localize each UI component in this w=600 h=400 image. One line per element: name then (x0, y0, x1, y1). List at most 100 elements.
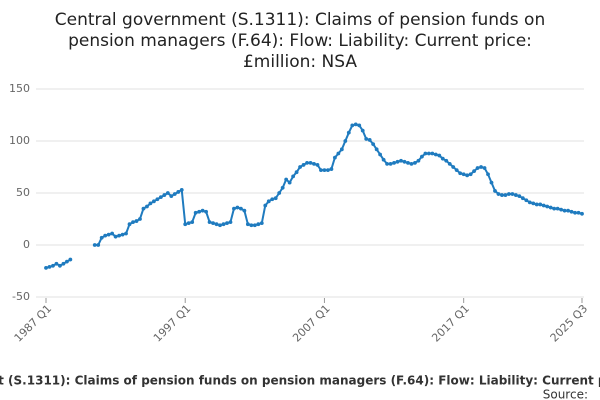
data-point (92, 243, 97, 247)
data-point (134, 219, 139, 223)
data-point (165, 191, 170, 195)
data-point (423, 151, 428, 156)
data-point (312, 161, 316, 166)
data-point (381, 157, 386, 162)
data-point (190, 220, 195, 225)
data-point (151, 199, 156, 204)
data-point (315, 163, 320, 167)
data-point (183, 222, 188, 227)
data-point (51, 263, 55, 268)
data-point (211, 221, 215, 226)
data-point (197, 209, 202, 214)
data-point (117, 233, 121, 238)
data-point (270, 197, 275, 202)
chart-title: pension managers (F.64): Flow: Liability… (68, 31, 532, 51)
data-point (479, 165, 483, 169)
data-point (68, 257, 73, 262)
data-point (385, 161, 389, 166)
data-point (458, 171, 463, 176)
data-point (343, 139, 348, 143)
data-point (259, 221, 264, 226)
data-point (527, 200, 532, 205)
data-point (573, 210, 577, 215)
data-point (360, 128, 365, 133)
data-point (437, 153, 442, 158)
data-point (486, 172, 490, 177)
data-point (305, 160, 309, 165)
data-point (172, 192, 177, 196)
data-point (576, 210, 581, 215)
data-point (513, 193, 518, 197)
data-point (378, 152, 383, 157)
data-point (465, 173, 470, 178)
data-point (155, 197, 160, 202)
data-point (256, 222, 261, 227)
data-point (555, 206, 560, 211)
data-point (475, 166, 480, 170)
data-point (545, 204, 550, 209)
data-point (103, 233, 108, 238)
data-point (388, 161, 393, 166)
data-point (524, 198, 529, 203)
data-point (541, 203, 546, 208)
y-tick-label: 150 (9, 82, 30, 95)
data-point (461, 172, 466, 177)
data-point (447, 161, 452, 166)
data-point (367, 138, 372, 142)
data-point (145, 204, 149, 209)
data-point (186, 221, 191, 226)
data-point (193, 210, 198, 215)
source-label: Source: (543, 388, 588, 400)
data-point (433, 152, 438, 157)
data-point (47, 264, 52, 269)
data-point (507, 192, 511, 196)
data-point (99, 235, 104, 240)
data-point (326, 168, 330, 173)
data-point (350, 123, 355, 128)
data-point (569, 209, 574, 214)
y-tick-label: -50 (12, 290, 30, 303)
data-point (339, 147, 344, 152)
data-point (124, 231, 128, 236)
data-point (454, 168, 459, 173)
data-point (232, 206, 236, 211)
data-point (413, 160, 417, 165)
data-point (273, 196, 278, 201)
data-point (472, 169, 477, 174)
footer-title: Central government (S.1311): Claims of p… (0, 374, 600, 388)
data-point (207, 220, 212, 225)
data-point (110, 231, 115, 236)
data-point (402, 159, 407, 164)
data-point (329, 167, 334, 171)
x-tick-label: 2025 Q3 (548, 302, 591, 345)
data-point (301, 163, 306, 167)
data-point (225, 221, 229, 226)
data-point (416, 158, 421, 163)
data-point (308, 160, 313, 165)
data-point (371, 142, 376, 147)
data-point (319, 168, 323, 173)
data-point (430, 151, 435, 156)
data-point (322, 168, 327, 173)
data-point (291, 174, 296, 179)
data-point (141, 206, 146, 211)
data-point (158, 195, 163, 200)
data-point (235, 205, 240, 210)
data-point (482, 166, 487, 170)
data-point (566, 208, 570, 213)
data-point (228, 220, 233, 225)
data-point (395, 159, 400, 164)
data-point (468, 172, 473, 177)
x-tick-label: 1997 Q1 (151, 302, 194, 345)
data-point (496, 192, 501, 196)
data-point (176, 190, 181, 194)
data-point (552, 206, 557, 211)
data-point (419, 154, 424, 159)
data-point (580, 211, 584, 216)
data-point (179, 187, 184, 192)
data-point (562, 208, 567, 213)
data-point (96, 243, 101, 247)
data-point (451, 165, 456, 169)
data-point (252, 223, 257, 228)
data-point (221, 222, 226, 227)
